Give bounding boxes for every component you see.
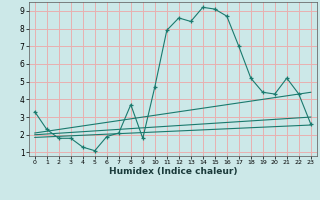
X-axis label: Humidex (Indice chaleur): Humidex (Indice chaleur) <box>108 167 237 176</box>
